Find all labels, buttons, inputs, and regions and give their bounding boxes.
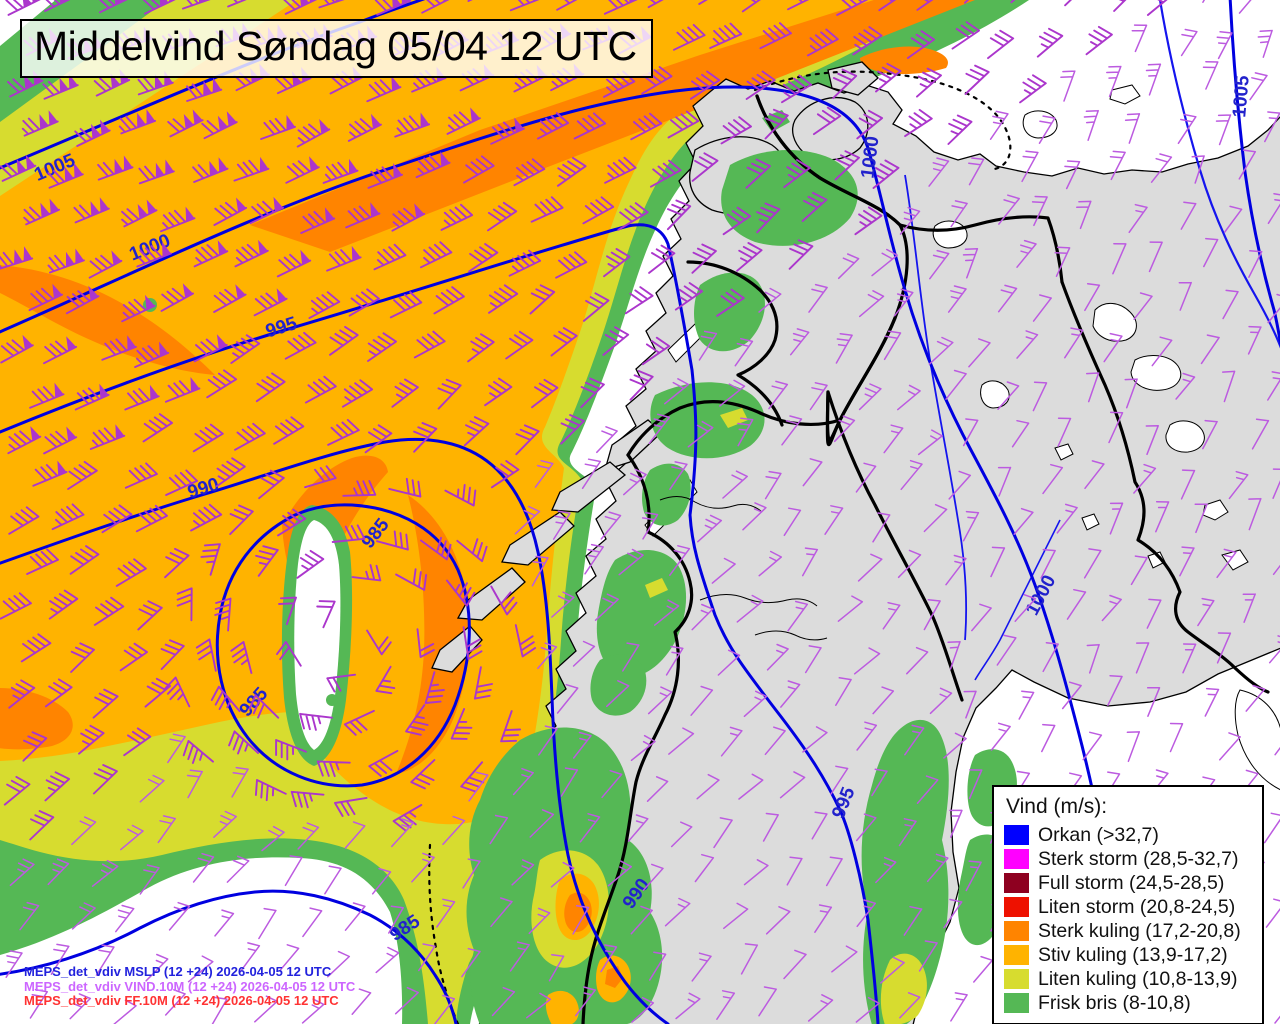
legend-item-label: Orkan (>32,7) xyxy=(1038,823,1159,846)
legend-title: Vind (m/s): xyxy=(1006,795,1108,818)
legend-item: Liten storm (20,8-24,5) xyxy=(1004,895,1254,919)
legend-color-swatch xyxy=(1004,825,1029,845)
isobar-label: 1000 xyxy=(858,135,884,180)
legend-item: Stiv kuling (13,9-17,2) xyxy=(1004,943,1254,967)
island xyxy=(501,511,575,566)
isobar-label: 1005 xyxy=(1229,74,1254,118)
streams xyxy=(659,496,828,641)
map-title-text: Middelvind Søndag 05/04 12 UTC xyxy=(34,23,637,69)
calm-area-southwest xyxy=(0,857,403,1024)
attribution-line: MEPS_det_vdiv VIND.10M (12 +24) 2026-04-… xyxy=(24,978,356,994)
wind-legend: Vind (m/s): Orkan (>32,7) Sterk storm (28… xyxy=(992,785,1264,1024)
bothnia-lake xyxy=(1234,689,1280,791)
isobar-1005 xyxy=(1228,0,1280,347)
lakes xyxy=(932,84,1249,571)
attribution: MEPS_det_vdiv MSLP (12 +24) 2026-04-05 1… xyxy=(24,964,356,1009)
isobar-990 xyxy=(0,437,670,1024)
legend-item-label: Liten kuling (10,8-13,9) xyxy=(1038,967,1238,990)
field-green-dot xyxy=(326,694,338,706)
legend-item-label: Stiv kuling (13,9-17,2) xyxy=(1038,943,1228,966)
legend-item: Sterk storm (28,5-32,7) xyxy=(1004,847,1254,871)
legend-item-label: Frisk bris (8-10,8) xyxy=(1038,991,1191,1014)
isobar-985-closed xyxy=(215,503,471,788)
low-eye-calm xyxy=(294,520,341,750)
legend-item-label: Full storm (24,5-28,5) xyxy=(1038,871,1225,894)
attribution-line: MEPS_det_vdiv MSLP (12 +24) 2026-04-05 1… xyxy=(24,964,332,979)
legend-item: Frisk bris (8-10,8) xyxy=(1004,991,1254,1015)
legend-color-swatch xyxy=(1004,945,1029,965)
legend-item: Full storm (24,5-28,5) xyxy=(1004,871,1254,895)
legend-color-swatch xyxy=(1004,897,1029,917)
legend-items: Orkan (>32,7) Sterk storm (28,5-32,7) Full… xyxy=(1004,823,1254,1015)
legend-item: Orkan (>32,7) xyxy=(1004,823,1254,847)
legend-item-label: Sterk kuling (17,2-20,8) xyxy=(1038,919,1241,942)
legend-color-swatch xyxy=(1004,993,1029,1013)
island xyxy=(551,461,627,513)
legend-color-swatch xyxy=(1004,969,1029,989)
legend-color-swatch xyxy=(1004,921,1029,941)
legend-item-label: Liten storm (20,8-24,5) xyxy=(1038,895,1236,918)
legend-item-label: Sterk storm (28,5-32,7) xyxy=(1038,847,1239,870)
legend-color-swatch xyxy=(1004,849,1029,869)
isobar-1000 xyxy=(0,85,1132,1024)
legend-color-swatch xyxy=(1004,873,1029,893)
legend-item: Liten kuling (10,8-13,9) xyxy=(1004,967,1254,991)
attribution-line: MEPS_det_vdiv FF.10M (12 +24) 2026-04-05… xyxy=(24,993,339,1008)
map-title: Middelvind Søndag 05/04 12 UTC xyxy=(20,19,653,78)
legend-item: Sterk kuling (17,2-20,8) xyxy=(1004,919,1254,943)
